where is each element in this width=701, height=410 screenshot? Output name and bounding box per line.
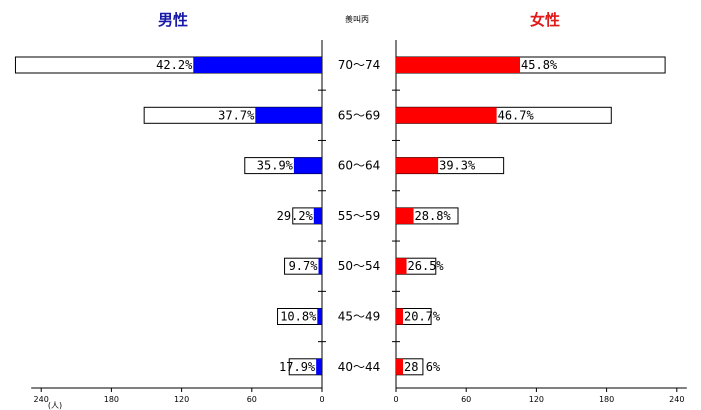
x-tick-label: 240 [669,395,684,404]
male-title: 男性 [158,11,188,29]
unit-label: (人) [48,401,62,410]
age-group-label: 70～74 [338,58,381,72]
x-tick-label: 240 [34,395,49,404]
age-group-label: 55～59 [338,209,381,223]
x-tick-label: 180 [599,395,614,404]
labels-layer: 70～74 42.2% 45.8% 65～69 37.7% 46.7% 60～64 35.9%… [156,58,558,374]
male-percent-label: 37.7% [218,108,255,122]
male-percent-label: 10.8% [280,310,317,324]
male-percent-label: 9.7% [289,259,319,273]
age-group-label: 45～49 [338,310,381,324]
male-percent-label: 42.2% [156,58,193,72]
female-filled-bar [396,57,521,73]
male-filled-bar [317,308,322,325]
female-filled-bar [396,258,407,275]
female-title: 女性 [530,11,560,29]
x-tick-label: 60 [247,395,257,404]
female-filled-bar [396,207,414,224]
male-filled-bar [255,107,322,124]
bars-layer [14,56,666,376]
female-percent-label: 45.8% [521,58,558,72]
male-percent-label: 17.9% [279,360,316,374]
male-filled-bar [318,258,322,275]
female-filled-bar [396,107,497,124]
female-percent-label: 39.3% [439,159,476,173]
female-percent-label: 28.8% [415,209,452,223]
male-filled-bar [313,207,322,224]
male-filled-bar [293,157,322,174]
female-percent-label: 20.7% [404,310,441,324]
female-filled-bar [396,157,439,174]
female-filled-bar [396,358,404,375]
x-tick-label: 0 [393,395,398,404]
axis-layer: 240 180 120 60 0 0 60 120 180 240 [31,40,687,404]
female-filled-bar [396,308,404,325]
male-filled-bar [316,358,322,375]
x-tick-label: 120 [174,395,189,404]
male-filled-bar [193,57,322,73]
female-percent-label: 46.7% [498,108,535,122]
age-group-label: 65～69 [338,108,381,122]
x-tick-label: 0 [319,395,324,404]
male-percent-label: 35.9% [257,159,294,173]
x-tick-label: 180 [104,395,119,404]
age-group-label: 50～54 [338,259,381,273]
center-axis-label: 羨叫丙 [345,14,369,24]
male-percent-label: 29.2% [277,209,314,223]
x-tick-label: 120 [529,395,544,404]
female-percent-label: 28 6% [404,360,441,374]
x-tick-label: 60 [461,395,471,404]
age-group-label: 40～44 [338,360,381,374]
age-group-label: 60～64 [338,159,381,173]
female-percent-label: 26.5% [408,259,445,273]
